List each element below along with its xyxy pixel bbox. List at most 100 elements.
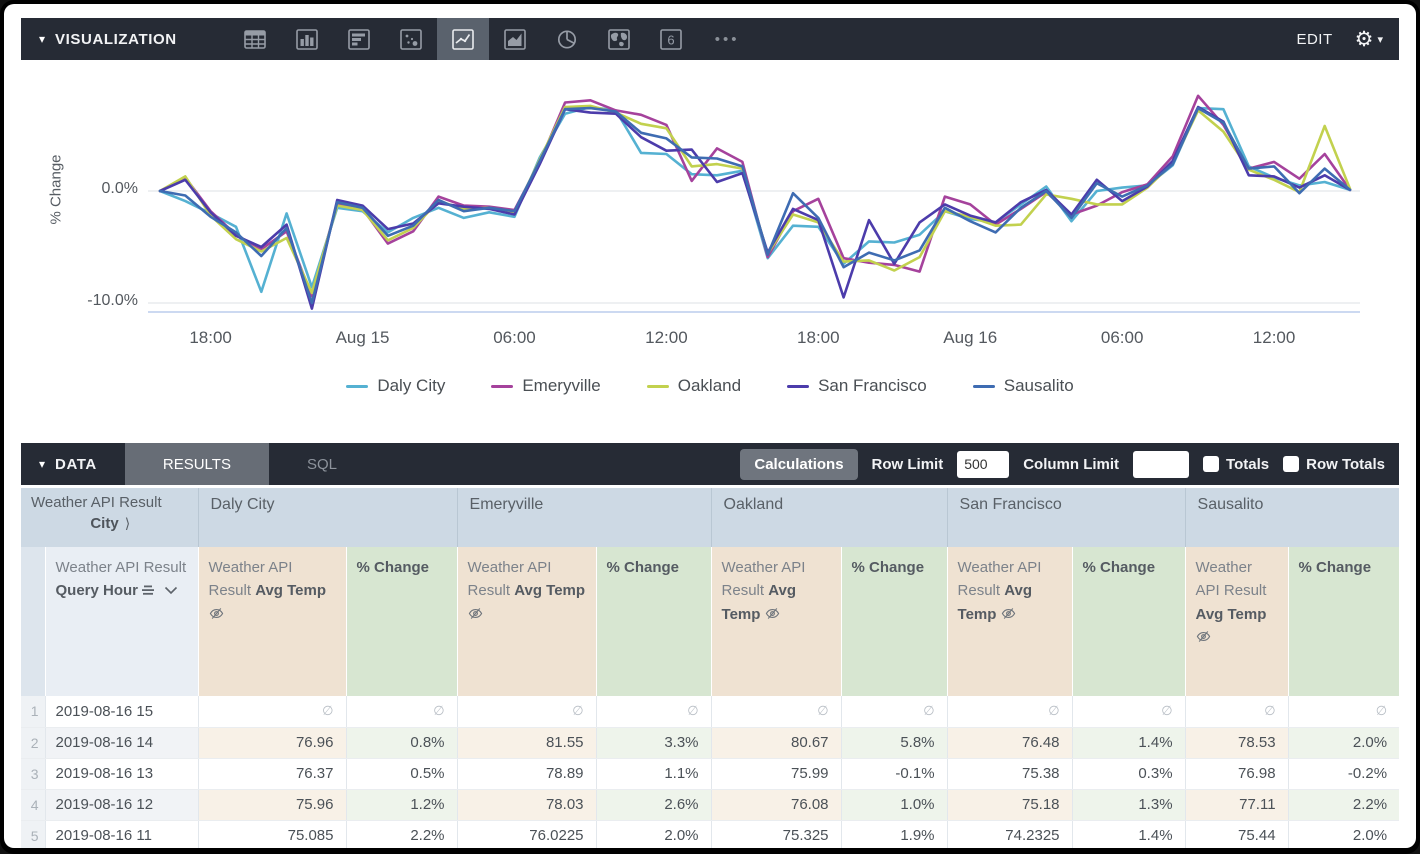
avg-temp-cell[interactable]: 76.96 [197, 727, 346, 759]
query-hour-cell[interactable]: 2019-08-16 14 [44, 727, 198, 759]
avg-temp-cell[interactable]: 76.48 [946, 727, 1073, 759]
chart-type-column-chart-icon[interactable] [281, 18, 333, 60]
chevron-right-icon[interactable]: ⟩ [124, 515, 131, 531]
pct-change-cell[interactable]: 1.4% [1071, 820, 1186, 848]
chart-type-scatter-chart-icon[interactable] [385, 18, 437, 60]
query-hour-cell[interactable]: 2019-08-16 15 [44, 696, 198, 728]
pct-change-cell[interactable]: -0.2% [1287, 758, 1399, 790]
chart-type-line-chart-icon[interactable] [436, 18, 489, 60]
city-group-header-oakland[interactable]: Oakland [710, 488, 948, 547]
avg-temp-cell[interactable]: ∅ [710, 696, 842, 728]
totals-checkbox[interactable] [1203, 456, 1220, 472]
more-chart-types-icon[interactable]: ••• [714, 30, 740, 48]
avg-temp-cell[interactable]: 76.37 [197, 758, 346, 790]
avg-temp-cell[interactable]: ∅ [946, 696, 1073, 728]
pct-change-cell[interactable]: -0.1% [840, 758, 948, 790]
avg-temp-cell[interactable]: 75.44 [1184, 820, 1289, 848]
pct-change-header-oakland[interactable]: % Change [840, 547, 948, 696]
avg-temp-header-oakland[interactable]: Weather API Result Avg Temp [710, 547, 842, 696]
pct-change-header-sausalito[interactable]: % Change [1287, 547, 1399, 696]
tab-results[interactable]: RESULTS [124, 443, 269, 485]
avg-temp-cell[interactable]: 81.55 [456, 727, 597, 759]
pct-change-cell[interactable]: 2.6% [595, 789, 712, 821]
pct-change-cell[interactable]: 2.0% [595, 820, 712, 848]
avg-temp-cell[interactable]: 80.67 [710, 727, 842, 759]
avg-temp-cell[interactable]: 75.38 [946, 758, 1073, 790]
series-line-sausalito[interactable] [158, 106, 1352, 305]
pct-change-cell[interactable]: ∅ [1287, 696, 1399, 728]
pct-change-cell[interactable]: 1.4% [1071, 727, 1186, 759]
chevron-down-icon[interactable] [164, 586, 178, 595]
calculations-button[interactable]: Calculations [740, 448, 858, 480]
totals-checkbox-group[interactable]: Totals [1203, 456, 1269, 473]
legend-item-sausalito[interactable]: Sausalito [972, 376, 1074, 396]
pct-change-cell[interactable]: ∅ [595, 696, 712, 728]
series-line-emeryville[interactable] [158, 94, 1352, 298]
collapse-caret-icon[interactable]: ▾ [39, 32, 46, 46]
avg-temp-cell[interactable]: 78.03 [456, 789, 597, 821]
city-group-header-emeryville[interactable]: Emeryville [456, 488, 712, 547]
avg-temp-header-san-francisco[interactable]: Weather API Result Avg Temp [946, 547, 1073, 696]
avg-temp-cell[interactable]: 76.98 [1184, 758, 1289, 790]
pct-change-cell[interactable]: 1.9% [840, 820, 948, 848]
edit-button[interactable]: EDIT [1296, 30, 1333, 48]
column-limit-input[interactable] [1133, 450, 1190, 478]
avg-temp-cell[interactable]: 75.18 [946, 789, 1073, 821]
city-group-header-san-francisco[interactable]: San Francisco [946, 488, 1186, 547]
row-totals-checkbox[interactable] [1283, 456, 1300, 472]
pct-change-cell[interactable]: 1.3% [1071, 789, 1186, 821]
avg-temp-cell[interactable]: ∅ [456, 696, 597, 728]
chart-type-pie-chart-icon[interactable] [541, 18, 593, 60]
pct-change-cell[interactable]: ∅ [840, 696, 948, 728]
pct-change-cell[interactable]: 1.0% [840, 789, 948, 821]
row-totals-checkbox-group[interactable]: Row Totals [1283, 456, 1385, 473]
query-hour-header[interactable]: Weather API Result Query Hour [44, 547, 198, 696]
settings-gear-icon[interactable]: ⚙ ▾ [1354, 27, 1383, 51]
pct-change-cell[interactable]: 2.0% [1287, 820, 1399, 848]
chart-type-table-icon[interactable] [229, 18, 281, 60]
pct-change-header-emeryville[interactable]: % Change [595, 547, 712, 696]
pct-change-header-san-francisco[interactable]: % Change [1071, 547, 1186, 696]
sort-icon[interactable] [142, 584, 157, 597]
row-limit-input[interactable] [957, 450, 1010, 478]
pct-change-cell[interactable]: 2.2% [345, 820, 458, 848]
avg-temp-cell[interactable]: 75.96 [197, 789, 346, 821]
avg-temp-cell[interactable]: 77.11 [1184, 789, 1289, 821]
pct-change-header-daly-city[interactable]: % Change [345, 547, 458, 696]
avg-temp-header-sausalito[interactable]: Weather API Result Avg Temp [1184, 547, 1289, 696]
chart-canvas[interactable] [4, 60, 1416, 322]
legend-item-oakland[interactable]: Oakland [646, 376, 741, 396]
pct-change-cell[interactable]: 2.0% [1287, 727, 1399, 759]
chart-type-area-chart-icon[interactable] [489, 18, 541, 60]
pct-change-cell[interactable]: 2.2% [1287, 789, 1399, 821]
legend-item-emeryville[interactable]: Emeryville [491, 376, 601, 396]
avg-temp-cell[interactable]: 78.53 [1184, 727, 1289, 759]
avg-temp-cell[interactable]: 75.085 [197, 820, 346, 848]
pct-change-cell[interactable]: ∅ [345, 696, 458, 728]
pct-change-cell[interactable]: 1.1% [595, 758, 712, 790]
query-hour-cell[interactable]: 2019-08-16 12 [44, 789, 198, 821]
avg-temp-header-daly-city[interactable]: Weather API Result Avg Temp [197, 547, 346, 696]
avg-temp-cell[interactable]: 75.325 [710, 820, 842, 848]
chart-type-bar-chart-icon[interactable] [333, 18, 385, 60]
avg-temp-cell[interactable]: 76.08 [710, 789, 842, 821]
data-collapse-caret-icon[interactable]: ▾ [39, 457, 46, 471]
chart-type-single-value-icon[interactable]: 6 [645, 18, 697, 60]
chart-type-map-icon[interactable] [593, 18, 645, 60]
pct-change-cell[interactable]: 1.2% [345, 789, 458, 821]
query-hour-cell[interactable]: 2019-08-16 11 [44, 820, 198, 848]
query-hour-cell[interactable]: 2019-08-16 13 [44, 758, 198, 790]
tab-sql[interactable]: SQL [306, 455, 337, 473]
pct-change-cell[interactable]: 0.5% [345, 758, 458, 790]
avg-temp-cell[interactable]: 78.89 [456, 758, 597, 790]
city-group-header-sausalito[interactable]: Sausalito [1184, 488, 1399, 547]
pct-change-cell[interactable]: 3.3% [595, 727, 712, 759]
avg-temp-cell[interactable]: 75.99 [710, 758, 842, 790]
pct-change-cell[interactable]: 0.8% [345, 727, 458, 759]
pct-change-cell[interactable]: ∅ [1071, 696, 1186, 728]
avg-temp-cell[interactable]: 74.2325 [946, 820, 1073, 848]
avg-temp-cell[interactable]: ∅ [197, 696, 346, 728]
city-group-header-daly-city[interactable]: Daly City [197, 488, 458, 547]
pct-change-cell[interactable]: 0.3% [1071, 758, 1186, 790]
avg-temp-header-emeryville[interactable]: Weather API Result Avg Temp [456, 547, 597, 696]
